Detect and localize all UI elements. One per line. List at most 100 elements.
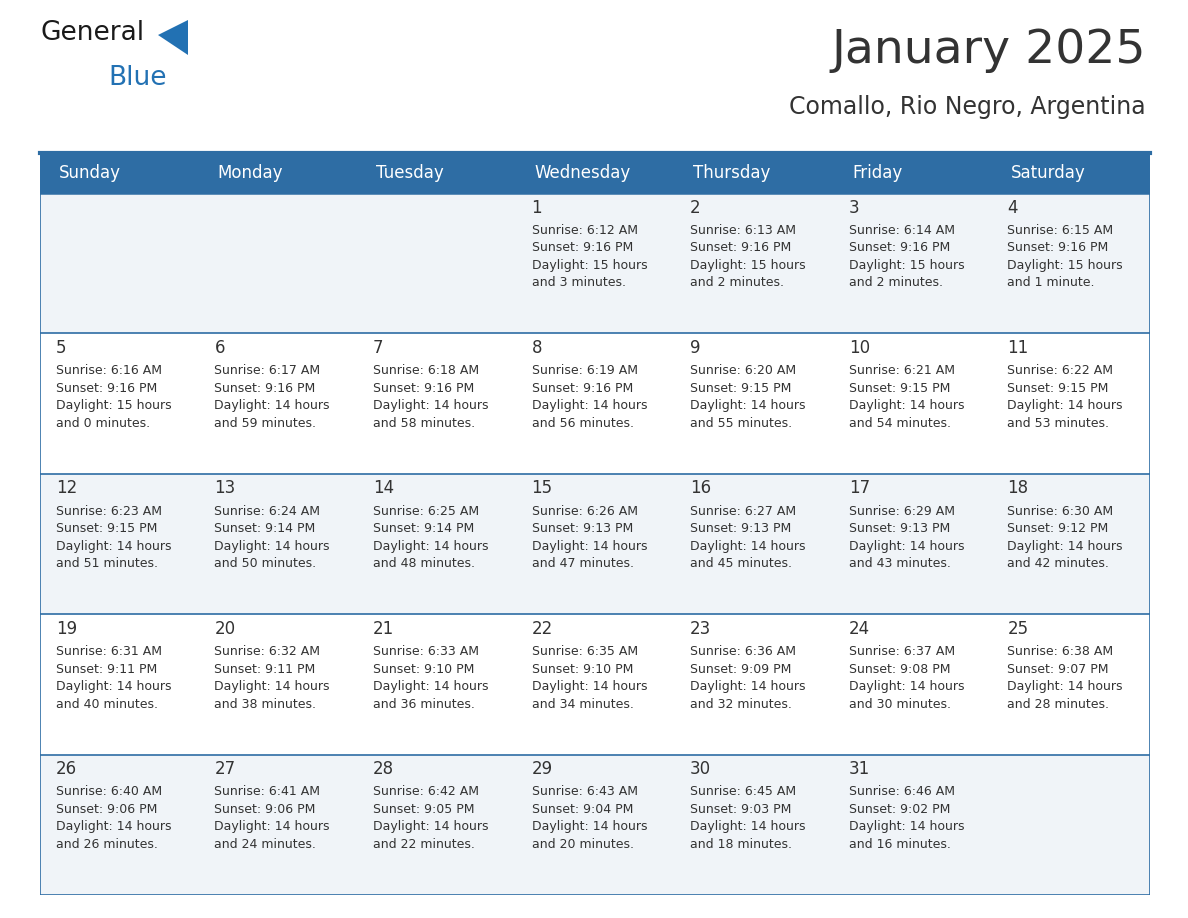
Text: Sunrise: 6:46 AM
Sunset: 9:02 PM
Daylight: 14 hours
and 16 minutes.: Sunrise: 6:46 AM Sunset: 9:02 PM Dayligh…: [848, 786, 965, 851]
Polygon shape: [158, 20, 188, 55]
Bar: [198, 333, 358, 474]
Text: Sunrise: 6:22 AM
Sunset: 9:15 PM
Daylight: 14 hours
and 53 minutes.: Sunrise: 6:22 AM Sunset: 9:15 PM Dayligh…: [1007, 364, 1123, 430]
Text: Sunrise: 6:27 AM
Sunset: 9:13 PM
Daylight: 14 hours
and 45 minutes.: Sunrise: 6:27 AM Sunset: 9:13 PM Dayligh…: [690, 505, 805, 570]
Text: 28: 28: [373, 760, 394, 778]
Text: Tuesday: Tuesday: [377, 164, 444, 182]
Text: Sunday: Sunday: [59, 164, 121, 182]
Text: 25: 25: [1007, 620, 1029, 638]
Text: Sunrise: 6:17 AM
Sunset: 9:16 PM
Daylight: 14 hours
and 59 minutes.: Sunrise: 6:17 AM Sunset: 9:16 PM Dayligh…: [214, 364, 330, 430]
Text: 2: 2: [690, 198, 701, 217]
Bar: [358, 193, 516, 333]
Text: Sunrise: 6:14 AM
Sunset: 9:16 PM
Daylight: 15 hours
and 2 minutes.: Sunrise: 6:14 AM Sunset: 9:16 PM Dayligh…: [848, 224, 965, 289]
Text: Sunrise: 6:41 AM
Sunset: 9:06 PM
Daylight: 14 hours
and 24 minutes.: Sunrise: 6:41 AM Sunset: 9:06 PM Dayligh…: [214, 786, 330, 851]
Text: 22: 22: [531, 620, 552, 638]
Bar: [358, 474, 516, 614]
Text: 15: 15: [531, 479, 552, 498]
Text: 13: 13: [214, 479, 235, 498]
Bar: [516, 755, 675, 895]
Bar: [992, 755, 1150, 895]
Text: Sunrise: 6:43 AM
Sunset: 9:04 PM
Daylight: 14 hours
and 20 minutes.: Sunrise: 6:43 AM Sunset: 9:04 PM Dayligh…: [531, 786, 647, 851]
Text: 24: 24: [848, 620, 870, 638]
Text: Sunrise: 6:20 AM
Sunset: 9:15 PM
Daylight: 14 hours
and 55 minutes.: Sunrise: 6:20 AM Sunset: 9:15 PM Dayligh…: [690, 364, 805, 430]
Text: Comallo, Rio Negro, Argentina: Comallo, Rio Negro, Argentina: [789, 95, 1146, 119]
Text: Blue: Blue: [108, 65, 166, 91]
Text: Sunrise: 6:36 AM
Sunset: 9:09 PM
Daylight: 14 hours
and 32 minutes.: Sunrise: 6:36 AM Sunset: 9:09 PM Dayligh…: [690, 645, 805, 711]
Text: 8: 8: [531, 339, 542, 357]
Bar: [516, 333, 675, 474]
Text: Wednesday: Wednesday: [535, 164, 631, 182]
Bar: [992, 333, 1150, 474]
Text: 17: 17: [848, 479, 870, 498]
Text: Sunrise: 6:13 AM
Sunset: 9:16 PM
Daylight: 15 hours
and 2 minutes.: Sunrise: 6:13 AM Sunset: 9:16 PM Dayligh…: [690, 224, 805, 289]
Bar: [198, 474, 358, 614]
Text: Sunrise: 6:40 AM
Sunset: 9:06 PM
Daylight: 14 hours
and 26 minutes.: Sunrise: 6:40 AM Sunset: 9:06 PM Dayligh…: [56, 786, 171, 851]
Text: Sunrise: 6:37 AM
Sunset: 9:08 PM
Daylight: 14 hours
and 30 minutes.: Sunrise: 6:37 AM Sunset: 9:08 PM Dayligh…: [848, 645, 965, 711]
Text: 30: 30: [690, 760, 712, 778]
Text: 10: 10: [848, 339, 870, 357]
Text: 12: 12: [56, 479, 77, 498]
Bar: [833, 193, 992, 333]
Bar: [675, 333, 833, 474]
Text: 14: 14: [373, 479, 394, 498]
Text: Sunrise: 6:15 AM
Sunset: 9:16 PM
Daylight: 15 hours
and 1 minute.: Sunrise: 6:15 AM Sunset: 9:16 PM Dayligh…: [1007, 224, 1123, 289]
Text: Sunrise: 6:31 AM
Sunset: 9:11 PM
Daylight: 14 hours
and 40 minutes.: Sunrise: 6:31 AM Sunset: 9:11 PM Dayligh…: [56, 645, 171, 711]
Text: Sunrise: 6:33 AM
Sunset: 9:10 PM
Daylight: 14 hours
and 36 minutes.: Sunrise: 6:33 AM Sunset: 9:10 PM Dayligh…: [373, 645, 488, 711]
Bar: [358, 614, 516, 755]
Text: General: General: [40, 20, 144, 46]
Text: Monday: Monday: [217, 164, 283, 182]
Text: Sunrise: 6:35 AM
Sunset: 9:10 PM
Daylight: 14 hours
and 34 minutes.: Sunrise: 6:35 AM Sunset: 9:10 PM Dayligh…: [531, 645, 647, 711]
Text: Sunrise: 6:23 AM
Sunset: 9:15 PM
Daylight: 14 hours
and 51 minutes.: Sunrise: 6:23 AM Sunset: 9:15 PM Dayligh…: [56, 505, 171, 570]
Text: Sunrise: 6:16 AM
Sunset: 9:16 PM
Daylight: 15 hours
and 0 minutes.: Sunrise: 6:16 AM Sunset: 9:16 PM Dayligh…: [56, 364, 171, 430]
Bar: [198, 614, 358, 755]
Text: Thursday: Thursday: [694, 164, 771, 182]
Bar: [516, 614, 675, 755]
Text: 11: 11: [1007, 339, 1029, 357]
Text: 16: 16: [690, 479, 712, 498]
Text: 6: 6: [214, 339, 225, 357]
Bar: [40, 193, 198, 333]
Bar: [833, 614, 992, 755]
Text: Sunrise: 6:21 AM
Sunset: 9:15 PM
Daylight: 14 hours
and 54 minutes.: Sunrise: 6:21 AM Sunset: 9:15 PM Dayligh…: [848, 364, 965, 430]
Bar: [40, 755, 198, 895]
Text: 27: 27: [214, 760, 235, 778]
Text: 31: 31: [848, 760, 870, 778]
Text: 3: 3: [848, 198, 859, 217]
Bar: [675, 193, 833, 333]
Bar: [516, 193, 675, 333]
Text: January 2025: January 2025: [832, 28, 1146, 73]
Bar: [198, 193, 358, 333]
Text: Sunrise: 6:18 AM
Sunset: 9:16 PM
Daylight: 14 hours
and 58 minutes.: Sunrise: 6:18 AM Sunset: 9:16 PM Dayligh…: [373, 364, 488, 430]
Text: Sunrise: 6:12 AM
Sunset: 9:16 PM
Daylight: 15 hours
and 3 minutes.: Sunrise: 6:12 AM Sunset: 9:16 PM Dayligh…: [531, 224, 647, 289]
Bar: [992, 193, 1150, 333]
Text: Sunrise: 6:38 AM
Sunset: 9:07 PM
Daylight: 14 hours
and 28 minutes.: Sunrise: 6:38 AM Sunset: 9:07 PM Dayligh…: [1007, 645, 1123, 711]
Bar: [40, 474, 198, 614]
Bar: [675, 474, 833, 614]
Bar: [358, 333, 516, 474]
Text: Saturday: Saturday: [1011, 164, 1085, 182]
Text: Sunrise: 6:29 AM
Sunset: 9:13 PM
Daylight: 14 hours
and 43 minutes.: Sunrise: 6:29 AM Sunset: 9:13 PM Dayligh…: [848, 505, 965, 570]
Bar: [198, 755, 358, 895]
Text: 5: 5: [56, 339, 67, 357]
Text: Sunrise: 6:24 AM
Sunset: 9:14 PM
Daylight: 14 hours
and 50 minutes.: Sunrise: 6:24 AM Sunset: 9:14 PM Dayligh…: [214, 505, 330, 570]
Text: 18: 18: [1007, 479, 1029, 498]
Bar: [40, 614, 198, 755]
Bar: [40, 153, 1150, 193]
Text: 21: 21: [373, 620, 394, 638]
Text: Sunrise: 6:32 AM
Sunset: 9:11 PM
Daylight: 14 hours
and 38 minutes.: Sunrise: 6:32 AM Sunset: 9:11 PM Dayligh…: [214, 645, 330, 711]
Bar: [833, 755, 992, 895]
Text: Sunrise: 6:45 AM
Sunset: 9:03 PM
Daylight: 14 hours
and 18 minutes.: Sunrise: 6:45 AM Sunset: 9:03 PM Dayligh…: [690, 786, 805, 851]
Bar: [992, 474, 1150, 614]
Text: 1: 1: [531, 198, 542, 217]
Text: 9: 9: [690, 339, 701, 357]
Bar: [40, 333, 198, 474]
Text: Friday: Friday: [852, 164, 902, 182]
Bar: [992, 614, 1150, 755]
Text: 19: 19: [56, 620, 77, 638]
Text: 26: 26: [56, 760, 77, 778]
Bar: [833, 474, 992, 614]
Text: 29: 29: [531, 760, 552, 778]
Bar: [675, 614, 833, 755]
Text: 20: 20: [214, 620, 235, 638]
Bar: [516, 474, 675, 614]
Text: 23: 23: [690, 620, 712, 638]
